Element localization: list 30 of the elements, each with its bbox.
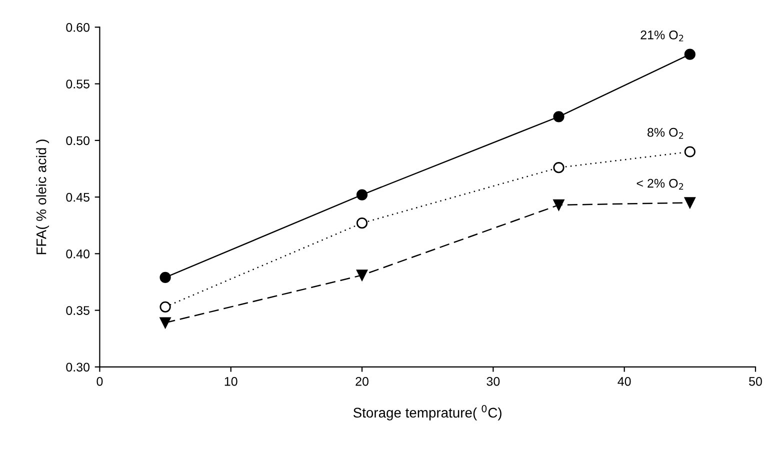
point	[553, 162, 564, 174]
point	[684, 197, 696, 208]
x-tick-label: 20	[356, 376, 368, 386]
point	[684, 146, 696, 158]
point	[553, 199, 564, 211]
point	[356, 270, 368, 281]
y-tick-label: 0.35	[66, 306, 90, 315]
point	[684, 48, 696, 60]
y-tick-label: 0.45	[66, 192, 90, 202]
series-label: 21% O$_{2}$	[640, 30, 684, 42]
series-label: < 2% O$_{2}$	[636, 178, 684, 190]
x-tick-label: 30	[486, 376, 500, 386]
x-tick-label: 50	[749, 376, 762, 386]
x-tick-label: 10	[224, 376, 238, 386]
x-tick-label: 40	[618, 376, 631, 386]
y-tick-label: 0.50	[66, 136, 90, 146]
point	[160, 301, 171, 312]
y-tick-label: 0.60	[66, 22, 90, 32]
x-tick-label: 0	[96, 376, 103, 386]
y-tick-label: 0.40	[66, 249, 90, 258]
point	[160, 272, 171, 284]
x-axis-title: Storage temprature( $^{0}$C)	[353, 404, 502, 420]
point	[553, 111, 564, 122]
point	[356, 189, 368, 200]
y-tick-label: 0.30	[66, 362, 90, 372]
point	[356, 218, 368, 229]
point	[160, 317, 171, 328]
y-tick-label: 0.55	[66, 80, 90, 88]
y-axis-title: FFA( % oleic acid )	[36, 140, 49, 254]
series-label: 8% O$_{2}$	[648, 128, 684, 139]
